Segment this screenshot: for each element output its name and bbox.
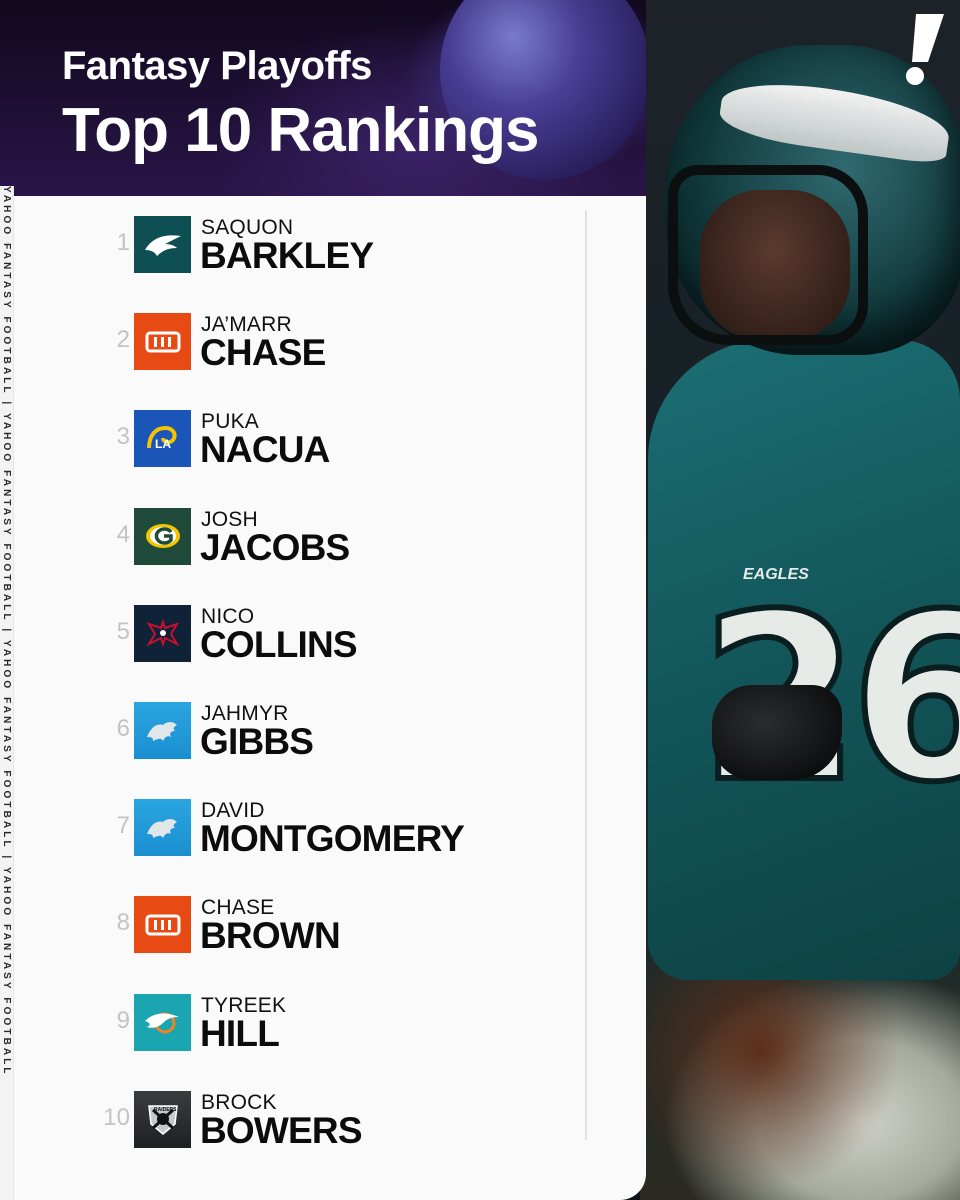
player-first-name: TYREEK xyxy=(201,993,287,1017)
ranking-row: 4 JOSH JACOBS xyxy=(90,505,510,585)
ranking-row: 1 SAQUON BARKLEY xyxy=(90,213,510,293)
player-first-name: BROCK xyxy=(201,1090,277,1114)
rank-number: 4 xyxy=(116,520,130,548)
rank-number: 7 xyxy=(116,812,130,840)
player-first-name: DAVID xyxy=(201,799,265,823)
eagles-logo-icon xyxy=(134,216,191,273)
player-last-name: MONTGOMERY xyxy=(200,818,465,860)
player-first-name: JOSH xyxy=(201,507,258,531)
player-last-name: BROWN xyxy=(200,915,341,957)
ranking-row: 2 JA’MARR CHASE xyxy=(90,310,510,390)
rank-number: 2 xyxy=(116,326,130,354)
lions-logo-icon xyxy=(134,799,191,857)
packers-logo-icon xyxy=(134,507,191,565)
rank-number: 5 xyxy=(116,617,130,645)
player-last-name: HILL xyxy=(200,1012,280,1054)
player-first-name: JAHMYR xyxy=(201,702,289,725)
ranking-row: 6 JAHMYR GIBBS xyxy=(90,699,510,779)
jersey xyxy=(648,340,960,980)
bengals-logo-icon xyxy=(134,313,191,371)
rank-number: 8 xyxy=(116,909,130,937)
rank-number: 3 xyxy=(116,423,130,451)
dolphins-logo-icon xyxy=(134,993,191,1051)
yahoo-exclamation-icon xyxy=(906,14,944,85)
svg-text:LA: LA xyxy=(155,437,171,451)
facemask xyxy=(668,165,868,345)
ranking-row: 10 RAIDERS BROCK BOWERS xyxy=(90,1088,510,1168)
rams-logo-icon: LA xyxy=(134,410,191,468)
player-last-name: CHASE xyxy=(200,332,326,374)
ranking-row: 7 DAVID MONTGOMERY xyxy=(90,796,510,876)
bengals-logo-icon xyxy=(134,896,191,954)
player-last-name: BARKLEY xyxy=(200,235,374,276)
ranking-row: 5 NICO COLLINS xyxy=(90,602,510,682)
player-last-name: COLLINS xyxy=(200,623,358,665)
lions-logo-icon xyxy=(134,702,191,759)
player-last-name: GIBBS xyxy=(200,721,314,762)
jersey-wordmark: EAGLES xyxy=(743,566,809,583)
player-last-name: JACOBS xyxy=(200,526,350,568)
rank-number: 6 xyxy=(116,715,130,742)
header-banner: Fantasy Playoffs Top 10 Rankings xyxy=(0,0,646,196)
ranking-row: 8 CHASE BROWN xyxy=(90,893,510,973)
rank-number: 10 xyxy=(103,1103,130,1131)
rank-number: 9 xyxy=(116,1006,130,1034)
vertical-brand-strip: YAHOO FANTASY FOOTBALL | YAHOO FANTASY F… xyxy=(0,186,14,1200)
title-line-1: Fantasy Playoffs xyxy=(62,44,372,88)
raiders-logo-icon: RAIDERS xyxy=(134,1090,191,1148)
player-first-name: CHASE xyxy=(201,896,275,920)
texans-logo-icon xyxy=(134,604,191,662)
ranking-row: 3 LA PUKA NACUA xyxy=(90,407,510,487)
glove xyxy=(712,685,842,780)
rank-number: 1 xyxy=(116,229,130,256)
ranking-row: 9 TYREEK HILL xyxy=(90,991,510,1071)
title-line-2: Top 10 Rankings xyxy=(62,96,539,165)
player-first-name: PUKA xyxy=(201,410,259,434)
football-graphic xyxy=(440,0,646,180)
player-last-name: BOWERS xyxy=(200,1109,363,1151)
vertical-brand-text: YAHOO FANTASY FOOTBALL | YAHOO FANTASY F… xyxy=(1,186,12,1077)
svg-text:RAIDERS: RAIDERS xyxy=(154,1107,177,1113)
player-first-name: NICO xyxy=(201,604,255,628)
divider-rail xyxy=(585,210,587,1140)
player-last-name: NACUA xyxy=(200,429,330,471)
player-first-name: SAQUON xyxy=(201,216,294,239)
player-first-name: JA’MARR xyxy=(201,313,292,337)
rankings-panel: Fantasy Playoffs Top 10 Rankings YAHOO F… xyxy=(0,0,646,1200)
